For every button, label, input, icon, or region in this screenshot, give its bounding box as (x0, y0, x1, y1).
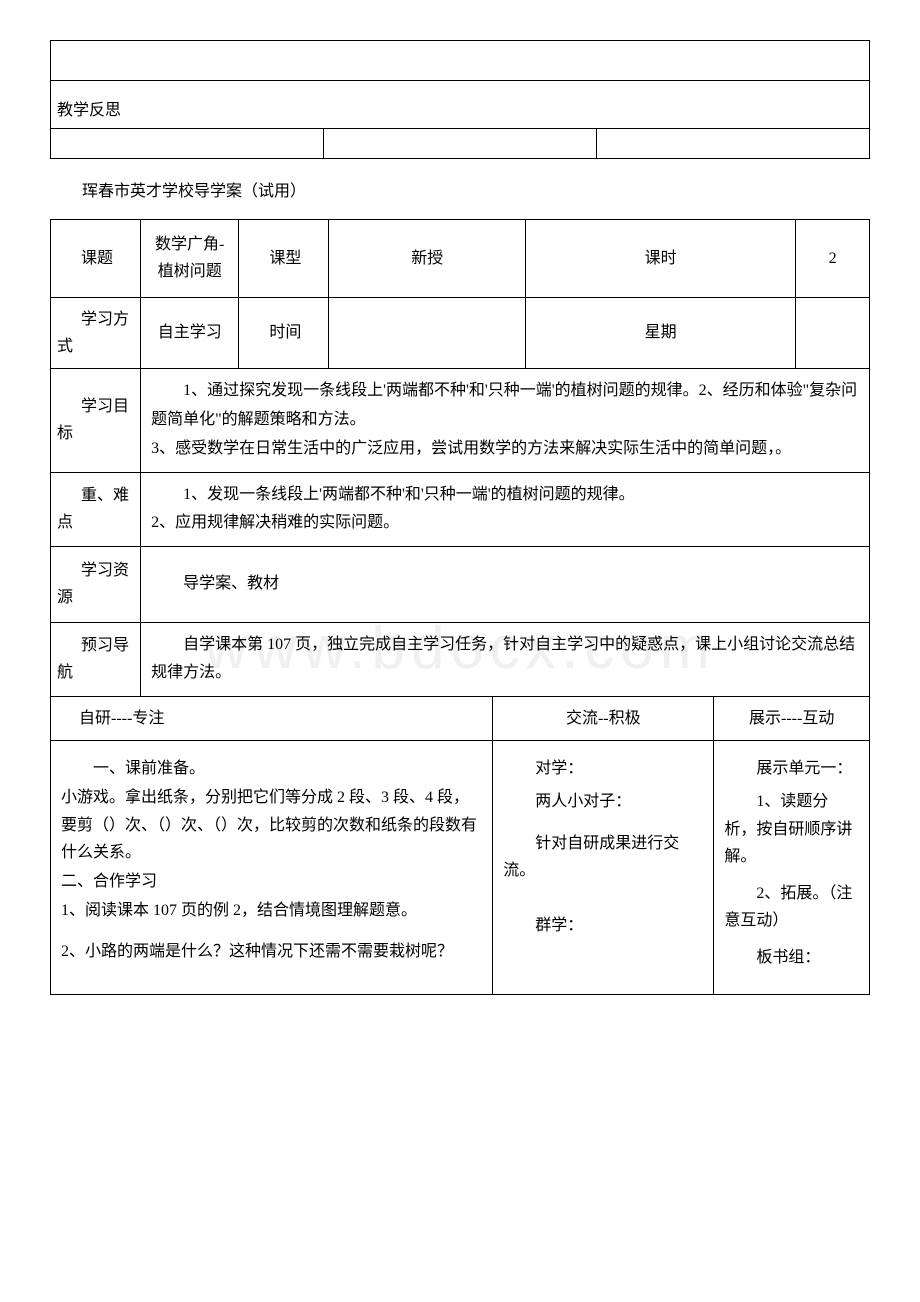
bottom-col2-l3: 针对自研成果进行交流。 (503, 830, 703, 884)
goals-label: 学习目标 (51, 369, 141, 472)
row1-value3: 2 (796, 219, 870, 297)
bottom-col3-l4: 板书组： (724, 944, 859, 971)
keypoint-line1: 1、发现一条线段上'两端都不种'和'只种一端'的植树问题的规律。 (151, 481, 859, 510)
row2-label3: 星期 (525, 297, 795, 368)
bottom-col1-l5: 2、小路的两端是什么？这种情况下还需不需要栽树呢？ (61, 938, 482, 965)
section-header-2: 交流--积极 (493, 697, 714, 741)
section-header-3: 展示----互动 (714, 697, 870, 741)
bottom-col1-l1: 一、课前准备。 (61, 755, 482, 782)
empty-row (51, 41, 870, 81)
bottom-col3-l1: 展示单元一： (724, 755, 859, 782)
footer-cell-2 (324, 129, 597, 159)
row1-value1: 数学广角-植树问题 (141, 219, 239, 297)
bottom-col1-l4: 1、阅读课本 107 页的例 2，结合情境图理解题意。 (61, 897, 482, 924)
lesson-plan-table: 课题 数学广角-植树问题 课型 新授 课时 2 学习方式 自主学习 时间 星期 … (50, 219, 870, 995)
row1-label1: 课题 (51, 219, 141, 297)
row2-value3 (796, 297, 870, 368)
top-summary-table: 教学反思 (50, 40, 870, 159)
goals-line2: 3、感受数学在日常生活中的广泛应用，尝试用数学的方法来解决实际生活中的简单问题，… (151, 435, 859, 464)
document-subtitle: 珲春市英才学校导学案（试用） (50, 179, 870, 205)
reflection-label: 教学反思 (57, 102, 121, 119)
row2-value2 (329, 297, 526, 368)
resources-content: 导学案、教材 (141, 547, 870, 622)
row2-label1: 学习方式 (51, 297, 141, 368)
reflection-row: 教学反思 (51, 81, 870, 129)
bottom-col1-l3: 二、合作学习 (61, 868, 482, 895)
goals-content: 1、通过探究发现一条线段上'两端都不种'和'只种一端'的植树问题的规律。2、经历… (141, 369, 870, 472)
preview-value: 自学课本第 107 页，独立完成自主学习任务，针对自主学习中的疑惑点，课上小组讨… (151, 631, 859, 689)
footer-cell-1 (51, 129, 324, 159)
bottom-col3-l2: 1、读题分析，按自研顺序讲解。 (724, 788, 859, 870)
row2-value1: 自主学习 (141, 297, 239, 368)
bottom-col2-l2: 两人小对子： (503, 788, 703, 815)
row1-label2: 课型 (239, 219, 329, 297)
bottom-col2-l1: 对学： (503, 755, 703, 782)
keypoint-content: 1、发现一条线段上'两端都不种'和'只种一端'的植树问题的规律。 2、应用规律解… (141, 472, 870, 547)
resources-value: 导学案、教材 (151, 570, 859, 599)
keypoint-line2: 2、应用规律解决稍难的实际问题。 (151, 509, 859, 538)
preview-content: 自学课本第 107 页，独立完成自主学习任务，针对自主学习中的疑惑点，课上小组讨… (141, 622, 870, 697)
row1-label3: 课时 (525, 219, 795, 297)
keypoint-label: 重、难点 (51, 472, 141, 547)
preview-label: 预习导航 (51, 622, 141, 697)
bottom-col3-l3: 2、拓展。（注意互动） (724, 880, 859, 934)
bottom-col1: 一、课前准备。 小游戏。拿出纸条，分别把它们等分成 2 段、3 段、4 段，要剪… (51, 741, 493, 994)
row2-label2: 时间 (239, 297, 329, 368)
row1-value2: 新授 (329, 219, 526, 297)
bottom-col2-l4: 群学： (503, 912, 703, 939)
resources-label: 学习资源 (51, 547, 141, 622)
footer-cell-3 (597, 129, 870, 159)
bottom-col1-l2: 小游戏。拿出纸条，分别把它们等分成 2 段、3 段、4 段，要剪（）次、（）次、… (61, 784, 482, 866)
bottom-col2: 对学： 两人小对子： 针对自研成果进行交流。 群学： (493, 741, 714, 994)
section-header-1: 自研----专注 (51, 697, 493, 741)
goals-line1: 1、通过探究发现一条线段上'两端都不种'和'只种一端'的植树问题的规律。2、经历… (151, 377, 859, 435)
bottom-col3: 展示单元一： 1、读题分析，按自研顺序讲解。 2、拓展。（注意互动） 板书组： (714, 741, 870, 994)
